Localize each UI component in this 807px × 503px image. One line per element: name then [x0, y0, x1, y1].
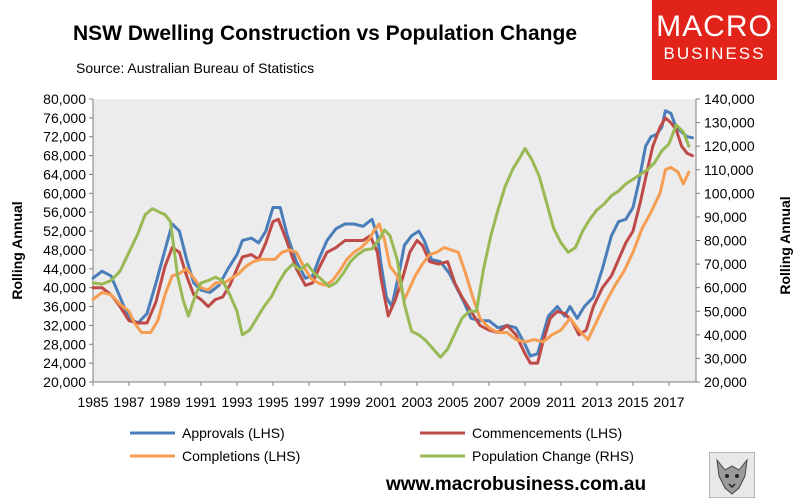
series-line-2	[91, 116, 694, 365]
y-tick-label: 40,000	[43, 280, 86, 296]
y-tick-label: 28,000	[43, 336, 86, 352]
x-tick-label: 2003	[401, 394, 432, 410]
macrobusiness-logo: MACRO BUSINESS	[652, 0, 777, 80]
y2-tick-label: 20,000	[704, 374, 747, 390]
y-tick-label: 24,000	[43, 355, 86, 371]
y-tick-label: 68,000	[43, 148, 86, 164]
series-line-1	[91, 109, 694, 358]
y-tick-label: 80,000	[43, 91, 86, 107]
y-tick-label: 72,000	[43, 129, 86, 145]
x-tick-label: 1993	[221, 394, 252, 410]
y-axis-label: Rolling Annual	[9, 201, 25, 299]
x-tick-label: 2017	[653, 394, 684, 410]
x-tick-label: 2011	[546, 394, 576, 410]
x-tick-label: 1989	[149, 394, 180, 410]
y-tick-label: 32,000	[43, 317, 86, 333]
logo-line-2: BUSINESS	[663, 44, 766, 63]
y-tick-label: 76,000	[43, 110, 86, 126]
y-tick-label: 56,000	[43, 204, 86, 220]
footer-url: www.macrobusiness.com.au	[386, 474, 647, 495]
y-tick-label: 36,000	[43, 299, 86, 315]
y-tick-label: 48,000	[43, 242, 86, 258]
logo-line-1: MACRO	[656, 10, 773, 43]
x-tick-label: 1997	[293, 394, 324, 410]
chart-title: NSW Dwelling Construction vs Population …	[73, 22, 578, 45]
y2-tick-label: 60,000	[704, 280, 747, 296]
y2-tick-label: 70,000	[704, 256, 747, 272]
y2-tick-label: 80,000	[704, 233, 747, 249]
y2-tick-label: 100,000	[704, 185, 755, 201]
x-tick-label: 1985	[77, 394, 108, 410]
y2-tick-label: 40,000	[704, 327, 747, 343]
x-tick-label: 1999	[329, 394, 360, 410]
y2-tick-label: 140,000	[704, 91, 755, 107]
series-line-4	[91, 123, 691, 359]
x-tick-label: 1987	[113, 394, 144, 410]
x-tick-label: 2009	[509, 394, 540, 410]
y-tick-label: 60,000	[43, 185, 86, 201]
x-tick-label: 2007	[473, 394, 504, 410]
y-tick-label: 44,000	[43, 261, 86, 277]
y2-tick-label: 30,000	[704, 350, 747, 366]
wolf-logo-icon	[709, 452, 755, 498]
y2-tick-label: 130,000	[704, 115, 755, 131]
legend-label-2: Commencements (LHS)	[472, 425, 622, 441]
y-tick-label: 64,000	[43, 166, 86, 182]
x-tick-label: 1995	[257, 394, 288, 410]
legend-label-4: Population Change (RHS)	[472, 448, 634, 464]
x-tick-label: 1991	[185, 394, 216, 410]
x-tick-label: 2001	[365, 394, 396, 410]
y2-tick-label: 50,000	[704, 303, 747, 319]
y-tick-label: 52,000	[43, 223, 86, 239]
y2-tick-label: 90,000	[704, 209, 747, 225]
x-tick-label: 2013	[581, 394, 612, 410]
y2-tick-label: 120,000	[704, 138, 755, 154]
chart-source: Source: Australian Bureau of Statistics	[76, 60, 315, 76]
x-tick-label: 2005	[437, 394, 468, 410]
x-tick-label: 2015	[617, 394, 648, 410]
legend-label-1: Approvals (LHS)	[182, 425, 285, 441]
y2-axis-label: Rolling Annual	[777, 196, 793, 294]
y2-tick-label: 110,000	[704, 162, 754, 178]
legend-label-3: Completions (LHS)	[182, 448, 300, 464]
plot-area	[93, 99, 696, 382]
y-tick-label: 20,000	[43, 374, 86, 390]
